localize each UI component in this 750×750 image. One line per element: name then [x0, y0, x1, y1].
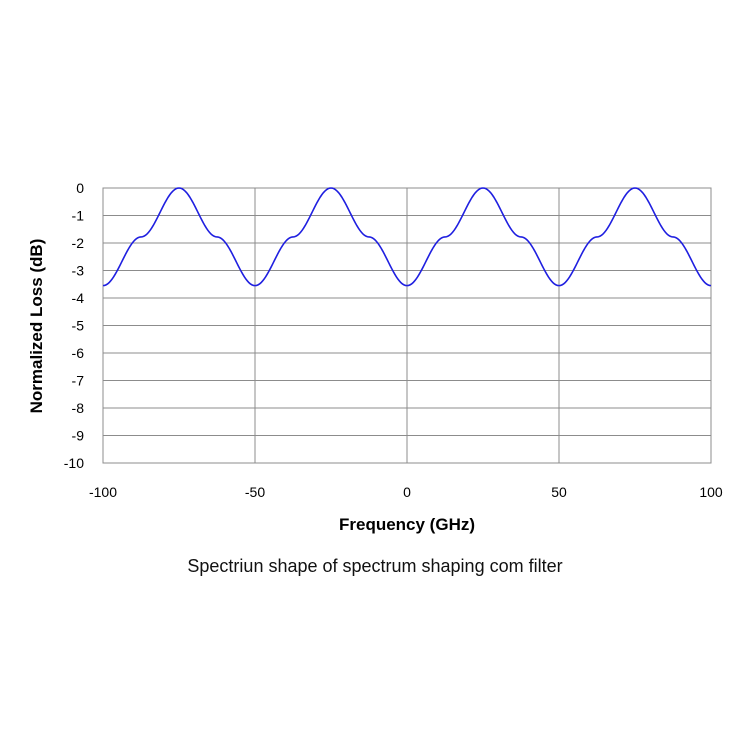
- y-tick-label: -7: [72, 373, 85, 389]
- y-tick-labels: 0 -1 -2 -3 -4 -5 -6 -7 -8 -9 -10: [64, 180, 84, 471]
- x-tick-labels: -100 -50 0 50 100: [89, 484, 723, 500]
- x-tick-label: 0: [403, 484, 411, 500]
- plot-area-frame: [102, 187, 712, 464]
- figure-caption: Spectriun shape of spectrum shaping com …: [187, 556, 563, 576]
- x-tick-label: -50: [245, 484, 265, 500]
- y-tick-label: -1: [72, 208, 85, 224]
- y-tick-label: -3: [72, 263, 85, 279]
- x-tick-label: 100: [699, 484, 723, 500]
- grid-lines: [102, 187, 712, 464]
- y-tick-label: -6: [72, 345, 85, 361]
- y-tick-label: -9: [72, 428, 85, 444]
- x-tick-label: 50: [551, 484, 567, 500]
- y-tick-label: -4: [72, 290, 85, 306]
- y-tick-label: -8: [72, 400, 85, 416]
- y-tick-label: 0: [76, 180, 84, 196]
- series-line: [102, 187, 712, 287]
- y-axis-label: Normalized Loss (dB): [27, 239, 46, 414]
- y-tick-label: -10: [64, 455, 84, 471]
- x-tick-label: -100: [89, 484, 117, 500]
- x-axis-label: Frequency (GHz): [339, 515, 475, 534]
- y-tick-label: -2: [72, 235, 85, 251]
- y-tick-label: -5: [72, 318, 85, 334]
